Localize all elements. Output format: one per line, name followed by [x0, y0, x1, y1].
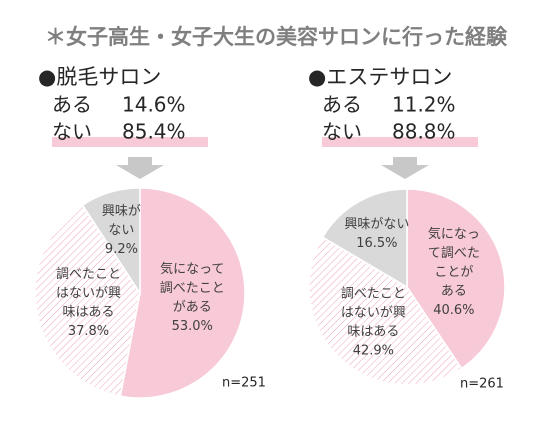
slice-label: 興味が: [102, 204, 141, 219]
slice-value: 53.0%: [172, 319, 213, 334]
summary-value: 14.6%: [122, 93, 186, 117]
arrow: [381, 157, 429, 179]
summary-label: ない: [322, 120, 362, 144]
slice-label: はないが興: [341, 306, 406, 321]
highlight: [322, 137, 478, 147]
slice-label: 調べたこと: [160, 281, 225, 296]
page-title: ＊女子高生・女子大生の美容サロンに行った経験: [45, 25, 508, 49]
slice-label: がある: [173, 300, 212, 315]
pie-slice: [81, 187, 141, 296]
summary-value: 11.2%: [392, 93, 456, 117]
arrow: [116, 157, 164, 179]
slice-label: て調べた: [428, 246, 480, 261]
pie-slice: [406, 188, 506, 370]
summary-value: 88.8%: [392, 120, 456, 144]
summary-label: ある: [52, 93, 92, 117]
slice-value: 40.6%: [433, 303, 474, 318]
sample-size: n=261: [460, 377, 504, 392]
pie-slice: [321, 188, 408, 289]
pie-title: ●エステサロン: [308, 65, 452, 89]
slice-label: ある: [441, 284, 467, 299]
slice-label: ない: [108, 223, 134, 238]
slice-value: 37.8%: [68, 324, 109, 339]
slice-label: はないが興: [56, 286, 121, 301]
slice-label: ことが: [434, 265, 473, 280]
slice-label: 興味がない: [344, 217, 409, 232]
sample-size: n=251: [222, 376, 266, 391]
slice-label: 調べたこと: [56, 267, 121, 282]
slice-label: 味はある: [347, 325, 399, 340]
slice-value: 16.5%: [356, 236, 397, 251]
slice-label: 調べたこと: [341, 287, 406, 302]
highlight: [52, 137, 208, 147]
summary-value: 85.4%: [122, 120, 186, 144]
slice-value: 9.2%: [105, 242, 138, 257]
pie-title: ●脱毛サロン: [38, 65, 161, 89]
slice-value: 42.9%: [353, 344, 394, 359]
pie-slice: [308, 236, 463, 386]
summary-label: ある: [322, 93, 362, 117]
slice-label: 気になっ: [428, 226, 480, 242]
slice-label: 味はある: [62, 305, 114, 320]
summary-label: ない: [52, 120, 92, 144]
pie-slice: [119, 187, 246, 399]
slice-label: 気になって: [160, 261, 224, 277]
